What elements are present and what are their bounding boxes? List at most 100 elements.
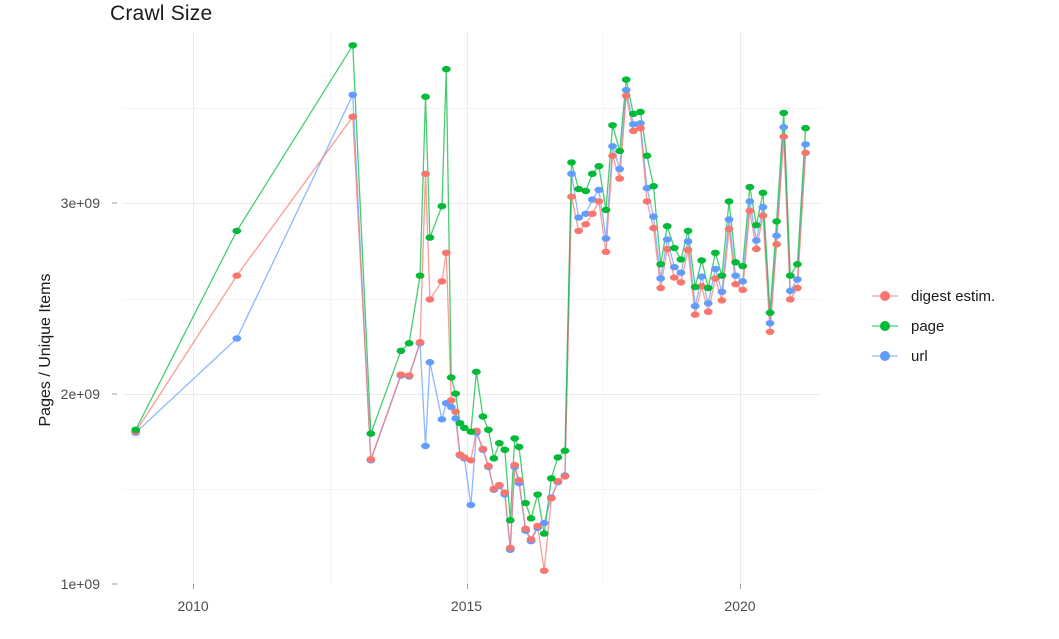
data-point[interactable] bbox=[500, 489, 510, 496]
data-point[interactable] bbox=[425, 359, 435, 366]
data-point[interactable] bbox=[669, 263, 679, 271]
data-point[interactable] bbox=[526, 515, 536, 522]
data-point[interactable] bbox=[574, 185, 584, 193]
data-point[interactable] bbox=[521, 525, 530, 532]
data-point[interactable] bbox=[801, 141, 810, 148]
data-point[interactable] bbox=[514, 443, 524, 451]
data-point[interactable] bbox=[404, 372, 414, 379]
data-point[interactable] bbox=[574, 227, 584, 235]
data-point[interactable] bbox=[489, 455, 499, 462]
data-point[interactable] bbox=[765, 328, 775, 335]
data-point[interactable] bbox=[738, 286, 748, 294]
data-point[interactable] bbox=[421, 442, 430, 450]
data-point[interactable] bbox=[348, 42, 358, 49]
data-point[interactable] bbox=[792, 276, 802, 283]
data-point[interactable] bbox=[494, 439, 504, 447]
data-point[interactable] bbox=[594, 198, 604, 205]
data-point[interactable] bbox=[455, 419, 465, 427]
data-point[interactable] bbox=[772, 241, 782, 248]
data-point[interactable] bbox=[446, 397, 456, 404]
data-point[interactable] bbox=[703, 284, 713, 292]
data-point[interactable] bbox=[581, 187, 591, 195]
data-point[interactable] bbox=[484, 462, 493, 470]
data-point[interactable] bbox=[366, 430, 376, 437]
data-point[interactable] bbox=[662, 245, 672, 253]
data-point[interactable] bbox=[792, 284, 802, 292]
data-point[interactable] bbox=[587, 170, 597, 178]
data-point[interactable] bbox=[758, 189, 768, 197]
data-point[interactable] bbox=[437, 202, 447, 210]
data-point[interactable] bbox=[738, 262, 748, 270]
data-point[interactable] bbox=[662, 222, 672, 230]
data-point[interactable] bbox=[437, 416, 447, 423]
data-point[interactable] bbox=[601, 206, 611, 214]
data-point[interactable] bbox=[710, 275, 720, 282]
data-point[interactable] bbox=[587, 210, 597, 217]
data-point[interactable] bbox=[425, 296, 435, 303]
data-point[interactable] bbox=[553, 478, 563, 485]
data-point[interactable] bbox=[765, 309, 775, 316]
data-point[interactable] bbox=[415, 272, 425, 279]
data-point[interactable] bbox=[581, 221, 591, 228]
data-point[interactable] bbox=[724, 216, 734, 223]
data-point[interactable] bbox=[779, 123, 789, 131]
data-point[interactable] bbox=[676, 269, 686, 276]
data-point[interactable] bbox=[466, 501, 476, 509]
data-point[interactable] bbox=[724, 225, 734, 233]
data-point[interactable] bbox=[521, 499, 530, 507]
data-point[interactable] bbox=[636, 120, 645, 127]
data-point[interactable] bbox=[717, 297, 727, 304]
data-point[interactable] bbox=[567, 159, 576, 166]
data-point[interactable] bbox=[710, 249, 720, 256]
data-point[interactable] bbox=[415, 339, 425, 346]
data-point[interactable] bbox=[608, 143, 617, 150]
data-point[interactable] bbox=[785, 287, 795, 295]
data-point[interactable] bbox=[649, 224, 658, 232]
data-point[interactable] bbox=[466, 428, 476, 435]
data-point[interactable] bbox=[567, 193, 576, 200]
data-point[interactable] bbox=[348, 113, 358, 120]
data-point[interactable] bbox=[446, 403, 456, 411]
data-point[interactable] bbox=[621, 92, 631, 99]
data-point[interactable] bbox=[662, 236, 672, 243]
data-point[interactable] bbox=[581, 210, 591, 217]
data-point[interactable] bbox=[615, 165, 625, 173]
data-point[interactable] bbox=[772, 218, 782, 225]
data-point[interactable] bbox=[396, 347, 406, 355]
data-point[interactable] bbox=[510, 461, 520, 469]
data-point[interactable] bbox=[669, 244, 679, 252]
data-point[interactable] bbox=[683, 238, 693, 245]
data-point[interactable] bbox=[801, 124, 810, 132]
data-point[interactable] bbox=[451, 408, 460, 415]
data-point[interactable] bbox=[560, 447, 570, 454]
data-point[interactable] bbox=[615, 147, 625, 155]
data-point[interactable] bbox=[421, 93, 430, 100]
data-point[interactable] bbox=[751, 245, 761, 253]
data-point[interactable] bbox=[779, 109, 789, 117]
data-point[interactable] bbox=[539, 519, 549, 527]
data-point[interactable] bbox=[731, 259, 740, 266]
data-point[interactable] bbox=[459, 424, 469, 432]
data-point[interactable] bbox=[703, 308, 713, 316]
legend-item[interactable]: url bbox=[872, 341, 1052, 371]
data-point[interactable] bbox=[437, 278, 447, 285]
data-point[interactable] bbox=[738, 278, 748, 285]
data-point[interactable] bbox=[751, 222, 761, 229]
data-point[interactable] bbox=[489, 485, 499, 493]
data-point[interactable] bbox=[676, 279, 686, 286]
data-point[interactable] bbox=[690, 311, 700, 318]
data-point[interactable] bbox=[676, 256, 686, 263]
data-point[interactable] bbox=[533, 491, 543, 498]
data-point[interactable] bbox=[546, 475, 556, 482]
data-point[interactable] bbox=[697, 273, 707, 280]
data-point[interactable] bbox=[594, 186, 604, 194]
data-point[interactable] bbox=[690, 302, 700, 310]
data-point[interactable] bbox=[621, 86, 631, 94]
data-point[interactable] bbox=[717, 288, 727, 296]
data-point[interactable] bbox=[636, 124, 645, 132]
data-point[interactable] bbox=[628, 127, 638, 135]
data-point[interactable] bbox=[801, 149, 810, 157]
data-point[interactable] bbox=[683, 227, 693, 235]
data-point[interactable] bbox=[724, 198, 734, 205]
data-point[interactable] bbox=[366, 456, 376, 463]
